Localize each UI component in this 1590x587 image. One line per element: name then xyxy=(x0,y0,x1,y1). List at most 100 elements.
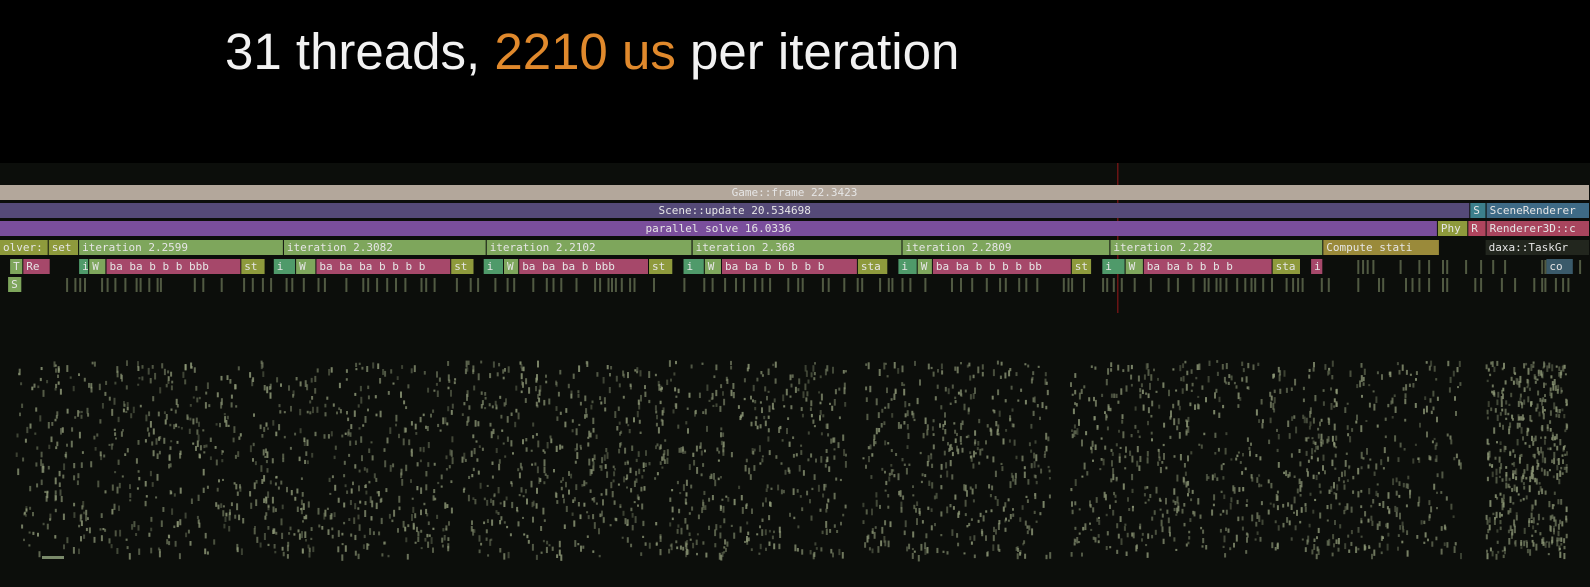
event-tick xyxy=(1531,465,1534,473)
event-tick xyxy=(192,442,195,445)
event-tick xyxy=(288,385,290,391)
event-tick xyxy=(580,447,582,450)
event-tick xyxy=(1201,545,1204,548)
event-tick xyxy=(1180,377,1183,382)
event-tick xyxy=(571,429,574,433)
event-tick xyxy=(32,512,34,517)
event-tick xyxy=(126,360,128,366)
event-tick xyxy=(108,443,111,446)
event-tick xyxy=(981,371,984,377)
event-tick xyxy=(488,403,491,407)
event-tick xyxy=(316,406,319,413)
event-tick xyxy=(36,483,39,488)
event-tick xyxy=(1139,455,1142,463)
event-tick xyxy=(900,507,903,513)
event-tick xyxy=(1282,503,1285,508)
event-tick xyxy=(830,438,833,444)
event-tick xyxy=(253,482,256,490)
event-tick xyxy=(330,431,333,437)
event-tick xyxy=(638,419,641,424)
event-tick xyxy=(1459,462,1462,470)
event-tick xyxy=(1130,374,1133,380)
event-tick xyxy=(426,513,429,517)
event-tick xyxy=(914,360,916,366)
event-tick xyxy=(1249,450,1251,457)
event-tick xyxy=(1548,541,1551,548)
event-tick xyxy=(559,369,562,375)
event-tick xyxy=(755,416,758,420)
event-tick xyxy=(1557,384,1560,391)
event-tick xyxy=(662,453,665,461)
event-tick xyxy=(1283,370,1286,377)
event-tick xyxy=(266,451,269,458)
event-tick xyxy=(1202,529,1205,534)
event-tick xyxy=(894,388,897,394)
event-tick xyxy=(1501,389,1504,395)
event-tick xyxy=(215,423,218,426)
event-tick xyxy=(1162,443,1165,447)
event-tick xyxy=(1556,540,1559,547)
event-tick xyxy=(1425,405,1428,413)
event-tick xyxy=(954,494,957,500)
event-tick xyxy=(440,474,443,480)
event-tick xyxy=(99,528,102,531)
event-tick xyxy=(151,365,154,369)
event-tick xyxy=(1304,506,1307,513)
event-tick xyxy=(1486,438,1489,445)
event-tick xyxy=(192,396,195,399)
event-tick xyxy=(100,454,103,461)
event-tick xyxy=(185,532,188,538)
event-tick xyxy=(825,521,828,528)
event-tick xyxy=(579,444,582,448)
event-tick xyxy=(710,397,713,401)
event-tick xyxy=(909,278,912,292)
event-tick xyxy=(556,554,559,559)
event-tick xyxy=(1508,428,1511,435)
event-tick xyxy=(1407,475,1410,480)
event-tick xyxy=(1078,508,1081,511)
event-tick xyxy=(427,541,430,548)
event-tick xyxy=(1190,498,1193,502)
event-tick xyxy=(954,429,957,434)
event-tick xyxy=(1394,406,1397,413)
event-tick xyxy=(1260,399,1263,405)
zone xyxy=(1071,259,1092,274)
event-tick xyxy=(825,528,828,535)
event-tick xyxy=(1519,397,1522,401)
event-tick xyxy=(40,459,43,467)
event-tick xyxy=(1279,388,1282,394)
event-tick xyxy=(577,390,580,394)
event-tick xyxy=(522,495,525,498)
event-tick xyxy=(1167,517,1170,524)
event-tick xyxy=(357,553,360,560)
event-tick xyxy=(614,278,617,292)
event-tick xyxy=(369,496,372,503)
event-tick xyxy=(485,537,488,541)
event-tick xyxy=(1498,456,1501,463)
event-tick xyxy=(363,467,366,471)
event-tick xyxy=(696,533,699,536)
event-tick xyxy=(66,278,69,292)
event-tick xyxy=(1317,427,1320,431)
event-tick xyxy=(1147,369,1150,376)
event-tick xyxy=(884,540,887,547)
event-tick xyxy=(761,407,763,414)
event-tick xyxy=(260,360,263,364)
event-tick xyxy=(1223,535,1226,543)
zone xyxy=(704,259,721,274)
event-tick xyxy=(828,466,831,472)
event-tick xyxy=(593,522,596,529)
event-tick xyxy=(1188,530,1191,534)
event-tick xyxy=(1177,400,1180,406)
event-tick xyxy=(1513,367,1516,374)
event-tick xyxy=(126,448,129,453)
event-tick xyxy=(1502,499,1505,505)
event-tick xyxy=(156,473,159,481)
event-tick xyxy=(1124,467,1127,470)
event-tick xyxy=(812,553,815,560)
event-tick xyxy=(1043,454,1046,458)
event-tick xyxy=(883,421,886,426)
event-tick xyxy=(298,533,301,540)
event-tick xyxy=(714,543,717,548)
event-tick xyxy=(1401,540,1404,544)
